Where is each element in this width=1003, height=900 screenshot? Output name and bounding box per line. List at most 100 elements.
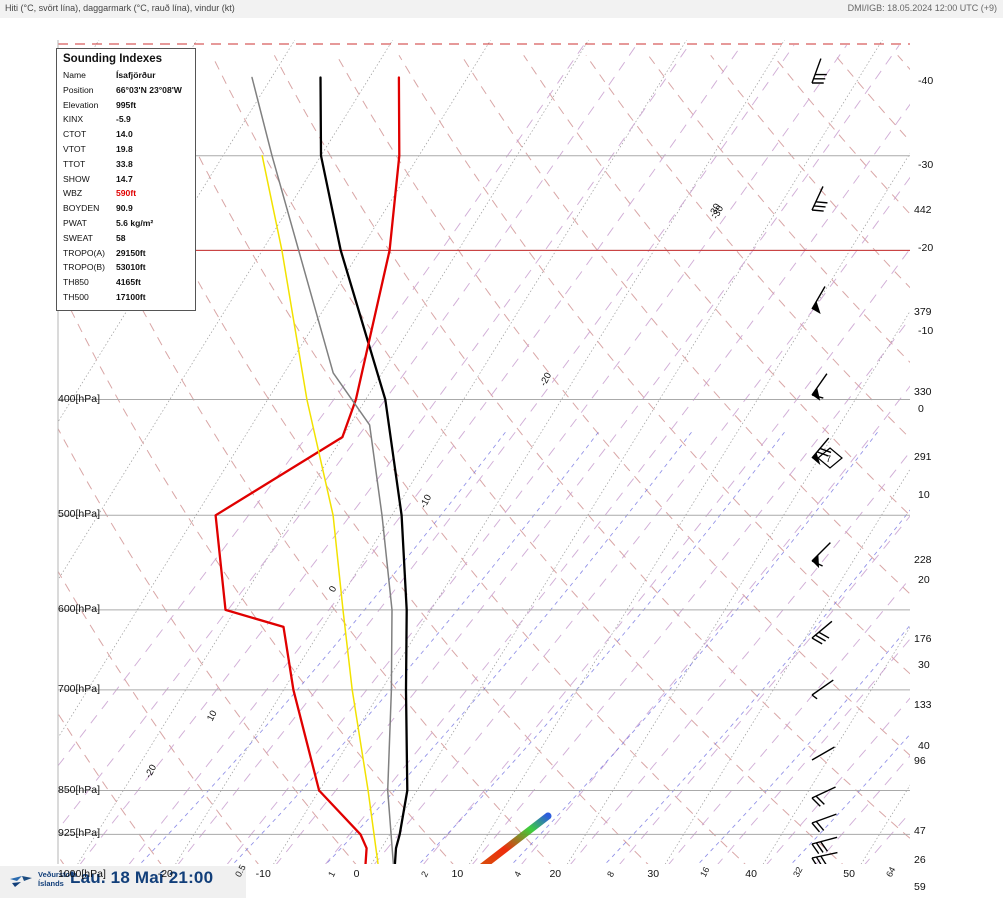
mixing-ratio-line bbox=[124, 430, 507, 880]
header-legend-text: Hiti (°C, svört lína), daggarmark (°C, r… bbox=[5, 3, 235, 13]
index-row: CTOT 14.0 bbox=[63, 127, 190, 142]
index-row: Name Ísafjörður bbox=[63, 68, 190, 83]
mixing-ratio-line bbox=[775, 733, 910, 880]
right-height-tick-label: 291 bbox=[914, 451, 932, 463]
index-row-value: -5.9 bbox=[116, 114, 131, 125]
index-row-key: Position bbox=[63, 84, 94, 95]
isotherm-line bbox=[0, 40, 1, 880]
skewt-svg: 7 bbox=[0, 40, 1003, 882]
index-row-value: 5.6 kg/m² bbox=[116, 217, 154, 228]
mixing-ratio-line bbox=[496, 430, 879, 880]
dry-adiabat-line bbox=[58, 134, 566, 880]
moist-adiabat-line bbox=[214, 44, 847, 880]
moist-adiabat-line bbox=[312, 103, 910, 880]
dry-adiabat-line bbox=[523, 55, 910, 517]
index-row-key: PWAT bbox=[63, 217, 87, 228]
temperature-tick-label: 30 bbox=[647, 868, 660, 880]
right-height-tick-label: 442 bbox=[914, 204, 932, 216]
dry-adiabat-line bbox=[58, 570, 272, 880]
index-row-value: 17100ft bbox=[116, 291, 146, 302]
dry-adiabat-line bbox=[336, 55, 910, 756]
temperature-tick-label: 50 bbox=[843, 868, 855, 880]
wetbulb-curve bbox=[261, 154, 381, 876]
svg-text:7: 7 bbox=[826, 454, 831, 464]
wind-barb bbox=[811, 58, 827, 84]
sounding-indexes-title: Sounding Indexes bbox=[63, 53, 163, 65]
right-temperature-tick-label: 30 bbox=[918, 659, 930, 671]
index-row-key: VTOT bbox=[63, 143, 86, 154]
wind-barb bbox=[811, 620, 833, 645]
index-row: KINX -5.9 bbox=[63, 112, 190, 127]
dewpoint-curve bbox=[214, 76, 401, 876]
index-row-value: 90.9 bbox=[116, 203, 133, 214]
pressure-tick-label: 850[hPa] bbox=[58, 783, 101, 796]
moist-adiabat-line bbox=[361, 176, 910, 880]
index-row-value: 33.8 bbox=[116, 158, 133, 169]
index-row-key: WBZ bbox=[63, 188, 83, 199]
wind-barb bbox=[811, 836, 838, 854]
isotherm-line bbox=[557, 310, 910, 880]
right-height-tick-label: 47 bbox=[914, 825, 926, 837]
index-row-value: 19.8 bbox=[116, 143, 133, 154]
isotherm-line bbox=[753, 626, 910, 880]
right-height-tick-label: 379 bbox=[914, 306, 932, 318]
wind-barb bbox=[811, 542, 831, 569]
right-temperature-tick-label: -40 bbox=[918, 75, 934, 87]
index-row: PWAT 5.6 kg/m² bbox=[63, 216, 190, 231]
index-row: BOYDEN 90.9 bbox=[63, 201, 190, 216]
right-height-tick-label: 176 bbox=[914, 633, 932, 645]
index-row: TH500 17100ft bbox=[63, 290, 190, 305]
index-row: TROPO(A) 29150ft bbox=[63, 246, 190, 261]
index-row-key: BOYDEN bbox=[63, 203, 100, 214]
moist-adiabat-line bbox=[508, 385, 910, 880]
mixing-ratio-line bbox=[589, 509, 910, 880]
temperature-tick-label: 20 bbox=[549, 868, 562, 880]
pressure-tick-label: 400[hPa] bbox=[58, 392, 101, 405]
index-row-key: TROPO(A) bbox=[63, 247, 106, 258]
moist-adiabat-line bbox=[655, 577, 910, 880]
index-row-key: CTOT bbox=[63, 129, 87, 140]
index-row: TROPO(B) 53010ft bbox=[63, 260, 190, 275]
moist-adiabat-line bbox=[459, 317, 910, 880]
temperature-tick-label: 10 bbox=[451, 868, 464, 880]
temperature-tick-label: 40 bbox=[745, 868, 757, 880]
org-name-line1: Veðurstofa bbox=[38, 870, 77, 879]
pressure-tick-label: 925[hPa] bbox=[58, 827, 101, 840]
app-header: Hiti (°C, svört lína), daggarmark (°C, r… bbox=[0, 0, 1003, 19]
dry-adiabat-line bbox=[398, 55, 910, 675]
temperature-tick-label: -10 bbox=[255, 868, 271, 880]
temperature-tick-label: -20 bbox=[157, 868, 173, 880]
index-row-value: 29150ft bbox=[116, 247, 146, 258]
index-row: VTOT 19.8 bbox=[63, 142, 190, 157]
dry-adiabat-line bbox=[273, 55, 910, 840]
right-temperature-tick-label: -30 bbox=[918, 159, 934, 171]
right-height-tick-label: 133 bbox=[914, 699, 932, 711]
index-row-key: TTOT bbox=[63, 158, 86, 169]
index-row: SHOW 14.7 bbox=[63, 172, 190, 187]
index-row: SWEAT 58 bbox=[63, 231, 190, 246]
index-row-value: Ísafjörður bbox=[116, 70, 156, 80]
index-row-key: Name bbox=[63, 70, 86, 80]
index-row-value: 590ft bbox=[116, 188, 137, 199]
forecast-time-label: Lau. 18 Maí 21:00 bbox=[70, 868, 214, 887]
index-row-key: SHOW bbox=[63, 173, 90, 184]
index-row-value: 995ft bbox=[116, 99, 137, 110]
mixing-ratio-line bbox=[217, 430, 600, 880]
header-source-text: DMI/IGB: 18.05.2024 12:00 UTC (+9) bbox=[847, 3, 997, 13]
org-name-line2: Íslands bbox=[38, 879, 64, 888]
right-height-tick-label: 330 bbox=[914, 386, 932, 398]
index-row-key: TH850 bbox=[63, 277, 89, 288]
index-row-value: 66°03'N 23°08'W bbox=[116, 84, 182, 95]
isotherm-line bbox=[949, 40, 1003, 880]
right-temperature-tick-label: -10 bbox=[918, 325, 934, 337]
index-row-value: 58 bbox=[116, 232, 126, 243]
dry-adiabat-line bbox=[58, 282, 468, 880]
wind-barb bbox=[811, 813, 837, 833]
dry-adiabat-line bbox=[647, 55, 910, 364]
sounding-indexes-table: Name Ísafjörður Position 66°03'N 23°08'W Ele… bbox=[63, 68, 190, 305]
moist-adiabat-line bbox=[949, 45, 1003, 880]
index-row: WBZ 590ft bbox=[63, 186, 190, 201]
footer-bar: Veðurstofa Íslands Lau. 18 Maí 21:00 bbox=[0, 864, 1003, 900]
right-temperature-tick-label: -20 bbox=[918, 242, 934, 254]
isotherm-line bbox=[361, 40, 883, 880]
